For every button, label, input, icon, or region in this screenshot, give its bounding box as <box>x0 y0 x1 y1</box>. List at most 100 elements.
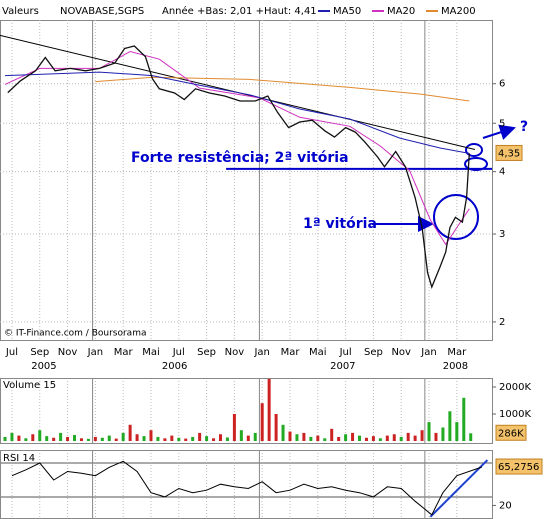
volume-bar <box>358 435 362 441</box>
last-value-label: 65,2756 <box>498 462 539 473</box>
x-tick-label: Jan <box>420 347 436 358</box>
moving-average <box>95 76 470 102</box>
x-tick-label: Sep <box>30 347 49 358</box>
volume-bar <box>232 413 236 441</box>
y-tick-label: 3 <box>499 229 505 240</box>
year-label: 2006 <box>162 361 187 372</box>
volume-bar <box>177 437 181 441</box>
year-label: 2005 <box>31 361 56 372</box>
volume-bar <box>427 422 431 441</box>
year-label: 2008 <box>443 361 468 372</box>
volume-bar <box>455 422 459 441</box>
last-value-box <box>495 458 543 475</box>
volume-bar <box>205 436 209 441</box>
x-tick-label: Nov <box>391 347 411 358</box>
header-label: Valeurs <box>2 6 39 17</box>
volume-bar <box>253 432 257 441</box>
rsi-line <box>11 460 483 516</box>
year-label: 2007 <box>330 361 355 372</box>
circle <box>464 157 488 171</box>
x-tick-label: Jul <box>5 347 18 358</box>
volume-bar <box>218 434 222 441</box>
volume-bar <box>281 424 285 441</box>
header-range: Année +Bas: 2,01 +Haut: 4,41 <box>162 5 317 17</box>
circle <box>433 194 479 240</box>
volume-bar <box>351 432 355 441</box>
y-tick-label: 20 <box>499 500 512 511</box>
volume-bar <box>107 435 111 441</box>
volume-bar <box>31 434 35 441</box>
x-tick-label: Mai <box>142 347 160 358</box>
volume-bar <box>121 432 125 441</box>
volume-bar <box>448 411 452 441</box>
volume-bar <box>212 438 216 441</box>
volume-bar <box>38 430 42 441</box>
volume-bar <box>10 432 14 441</box>
volume-title: Volume 15 <box>3 380 56 391</box>
volume-bar <box>156 436 160 441</box>
volume-bar <box>364 437 368 441</box>
y-tick-label: 2000K <box>499 382 531 393</box>
header-symbol: NOVABASE,SGPS <box>60 6 144 17</box>
x-tick-label: Mar <box>114 347 134 358</box>
volume-bar <box>142 436 146 441</box>
circle <box>465 143 483 157</box>
last-value-label: 4,35 <box>498 148 520 159</box>
volume-bar <box>337 436 341 441</box>
volume-bar <box>239 430 243 441</box>
x-tick-label: Sep <box>197 347 216 358</box>
volume-bar <box>149 430 153 441</box>
legend-label: MA20 <box>387 6 415 17</box>
volume-bar <box>420 430 424 441</box>
volume-bar <box>198 432 202 441</box>
volume-bar <box>469 433 473 441</box>
last-value-box <box>495 424 527 441</box>
x-tick-label: Nov <box>58 347 78 358</box>
volume-bar <box>462 397 466 441</box>
x-tick-label: Mar <box>447 347 467 358</box>
volume-bar <box>309 436 313 441</box>
volume-bar <box>114 438 118 441</box>
volume-bar <box>93 436 97 441</box>
volume-bar <box>406 432 410 441</box>
volume-bar <box>79 438 83 441</box>
volume-bar <box>45 436 49 441</box>
volume-bar <box>24 438 28 441</box>
x-tick-label: Nov <box>225 347 245 358</box>
volume-bar <box>434 432 438 441</box>
volume-bar <box>371 436 375 441</box>
price-line <box>7 45 470 289</box>
volume-bar <box>295 434 299 441</box>
volume-bar <box>225 437 229 441</box>
volume-bar <box>330 428 334 441</box>
y-tick-label: 4 <box>499 167 505 178</box>
volume-bar <box>184 438 188 441</box>
volume-bar <box>260 403 264 441</box>
moving-average <box>4 71 470 154</box>
y-tick-label: 2 <box>499 317 505 328</box>
trend-line <box>429 459 489 518</box>
x-tick-label: Jan <box>87 347 103 358</box>
volume-bar <box>392 434 396 441</box>
y-tick-label: 5 <box>499 118 505 129</box>
arrow <box>482 124 516 140</box>
volume-bar <box>274 413 278 441</box>
volume-bar <box>52 437 56 441</box>
volume-bar <box>191 436 195 441</box>
price-frame <box>0 20 493 341</box>
volume-bar <box>59 432 63 441</box>
volume-bar <box>288 431 292 441</box>
legend-label: MA50 <box>333 6 361 17</box>
volume-bar <box>17 435 21 441</box>
x-tick-label: Jan <box>253 347 269 358</box>
volume-bar <box>135 434 139 441</box>
annotation: Forte resistência; 2ª vitória <box>131 150 349 166</box>
y-tick-label: 6 <box>499 79 505 90</box>
volume-frame <box>0 378 493 444</box>
volume-bar <box>163 438 167 441</box>
last-value-label: 286K <box>498 428 524 439</box>
x-tick-label: Sep <box>364 347 383 358</box>
x-tick-label: Jul <box>172 347 185 358</box>
